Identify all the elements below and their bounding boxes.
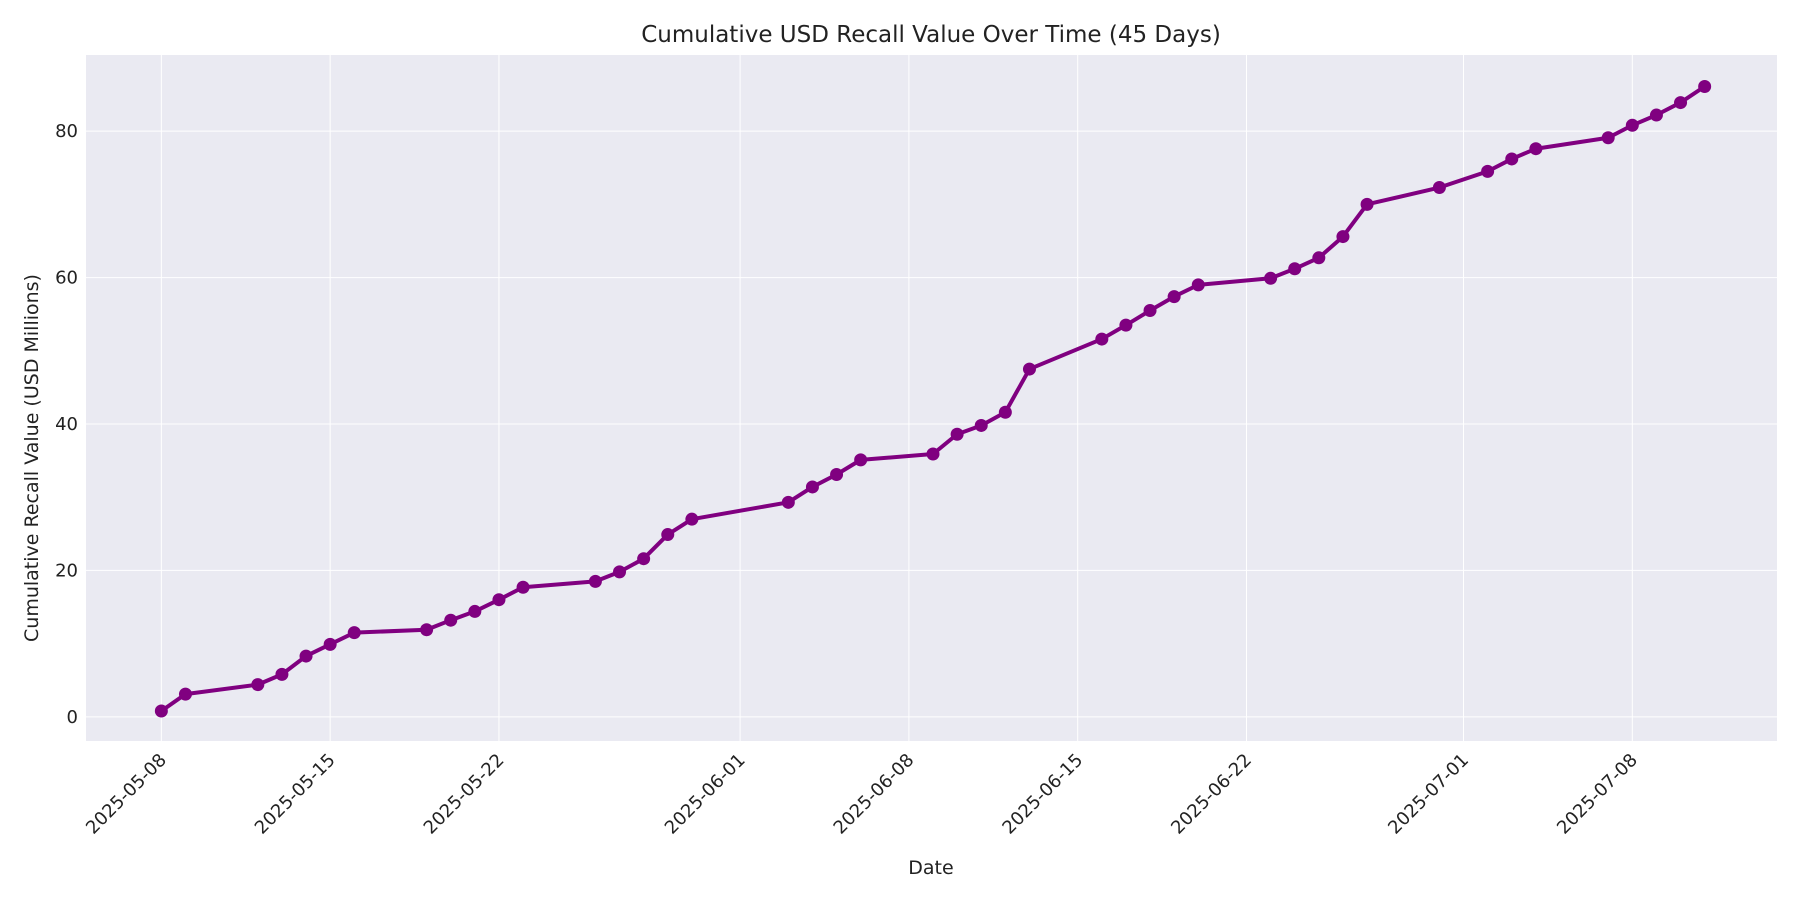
data-point — [830, 468, 844, 482]
data-point — [1505, 152, 1519, 166]
x-tick-label: 2025-07-08 — [1553, 750, 1642, 839]
data-point — [1481, 164, 1495, 178]
data-point — [323, 637, 337, 651]
data-point — [781, 495, 795, 509]
data-point — [1095, 332, 1109, 346]
data-point — [1674, 96, 1688, 110]
y-tick-label: 80 — [55, 121, 78, 142]
data-point — [275, 667, 289, 681]
data-point — [178, 687, 192, 701]
data-point — [251, 678, 265, 692]
y-tick-label: 20 — [55, 560, 78, 581]
data-point — [998, 405, 1012, 419]
data-point — [854, 453, 868, 467]
data-point — [468, 604, 482, 618]
x-tick-label: 2025-06-15 — [998, 750, 1087, 839]
grid — [86, 55, 1777, 741]
data-point — [1649, 108, 1663, 122]
data-point — [1529, 142, 1543, 156]
data-point — [154, 704, 168, 718]
data-point — [516, 580, 530, 594]
x-tick-label: 2025-05-15 — [251, 750, 340, 839]
data-point — [1312, 251, 1326, 265]
chart-title: Cumulative USD Recall Value Over Time (4… — [641, 22, 1221, 48]
x-tick-label: 2025-05-22 — [420, 750, 509, 839]
x-tick-label: 2025-06-08 — [830, 750, 919, 839]
series-points — [154, 79, 1712, 718]
y-axis-label: Cumulative Recall Value (USD Millions) — [21, 274, 43, 642]
data-point — [1336, 230, 1350, 244]
data-point — [1119, 318, 1133, 332]
x-axis-label: Date — [908, 857, 953, 879]
y-tick-label: 40 — [55, 414, 78, 435]
x-tick-label: 2025-07-01 — [1384, 750, 1473, 839]
data-point — [1167, 290, 1181, 304]
data-point — [805, 480, 819, 494]
data-point — [950, 427, 964, 441]
data-point — [613, 565, 627, 579]
data-point — [685, 512, 699, 526]
data-point — [1601, 131, 1615, 145]
y-tick-label: 0 — [67, 707, 78, 728]
data-point — [492, 593, 506, 607]
data-point — [1143, 304, 1157, 318]
x-tick-label: 2025-06-22 — [1167, 750, 1256, 839]
data-point — [588, 574, 602, 588]
data-point — [1264, 271, 1278, 285]
data-point — [420, 623, 434, 637]
data-point — [661, 528, 675, 542]
data-point — [1191, 278, 1205, 292]
x-tick-label: 2025-05-08 — [82, 750, 171, 839]
x-tick-label: 2025-06-01 — [661, 750, 750, 839]
data-point — [1288, 262, 1302, 276]
data-point — [1022, 362, 1036, 376]
data-point — [1625, 118, 1639, 132]
data-point — [926, 447, 940, 461]
y-tick-label: 60 — [55, 268, 78, 289]
data-point — [347, 626, 361, 640]
data-point — [1360, 197, 1374, 211]
data-point — [444, 613, 458, 627]
data-point — [1698, 79, 1712, 93]
y-axis-ticks: 0 20 40 60 80 — [55, 121, 78, 728]
data-point — [1432, 181, 1446, 195]
data-point — [974, 418, 988, 432]
data-point — [299, 649, 313, 663]
x-axis-ticks: 2025-05-08 2025-05-15 2025-05-22 2025-06-01… — [82, 750, 1642, 839]
data-point — [637, 552, 651, 566]
